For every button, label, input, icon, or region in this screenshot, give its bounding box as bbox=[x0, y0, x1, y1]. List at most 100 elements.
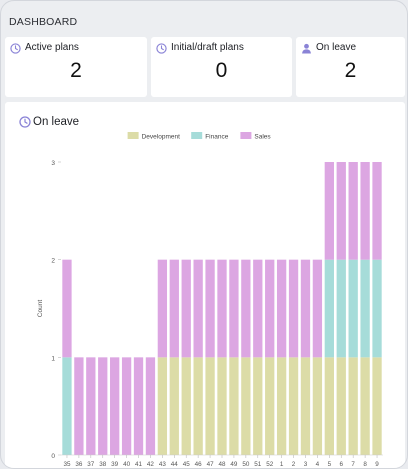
legend-label-development[interactable]: Development bbox=[142, 134, 180, 141]
card-label: Initial/draft plans bbox=[171, 42, 244, 53]
bar-sales-44[interactable] bbox=[169, 259, 179, 358]
on-leave-chart-panel: On leave Development Finance Sales 0 1 2 3 Cou… bbox=[5, 102, 405, 468]
x-tick-label: 39 bbox=[111, 461, 119, 468]
x-tick-label: 40 bbox=[123, 461, 131, 468]
bar-finance-7[interactable] bbox=[348, 259, 358, 358]
bar-sales-42[interactable] bbox=[145, 357, 156, 455]
bar-sales-36[interactable] bbox=[74, 357, 84, 455]
bar-sales-6[interactable] bbox=[336, 162, 346, 260]
legend-label-sales[interactable]: Sales bbox=[254, 134, 271, 141]
x-tick-label: 2 bbox=[292, 461, 296, 468]
bar-sales-45[interactable] bbox=[181, 259, 191, 358]
y-tick-label: 0 bbox=[51, 453, 55, 460]
bar-development-6[interactable] bbox=[336, 357, 346, 455]
bar-sales-2[interactable] bbox=[288, 259, 299, 358]
x-tick-label: 8 bbox=[363, 461, 367, 468]
bar-sales-43[interactable] bbox=[157, 259, 168, 358]
card-initial-draft-plans[interactable]: Initial/draft plans 0 bbox=[151, 37, 292, 97]
bar-sales-38[interactable] bbox=[98, 357, 108, 455]
card-value: 2 bbox=[70, 59, 82, 82]
bar-development-9[interactable] bbox=[372, 357, 382, 455]
bar-sales-8[interactable] bbox=[360, 162, 370, 260]
x-tick-label: 1 bbox=[280, 461, 284, 468]
legend-label-finance[interactable]: Finance bbox=[205, 134, 229, 141]
bar-development-8[interactable] bbox=[360, 357, 370, 455]
x-tick-label: 9 bbox=[375, 461, 379, 468]
bar-development-50[interactable] bbox=[241, 357, 251, 455]
bar-sales-49[interactable] bbox=[229, 259, 239, 358]
bar-finance-9[interactable] bbox=[372, 259, 382, 358]
bar-development-43[interactable] bbox=[157, 357, 168, 455]
bar-development-5[interactable] bbox=[324, 357, 334, 455]
bar-development-45[interactable] bbox=[181, 357, 191, 455]
bar-sales-9[interactable] bbox=[372, 162, 382, 260]
bar-development-7[interactable] bbox=[348, 357, 358, 455]
y-tick-label: 3 bbox=[51, 160, 55, 167]
card-value: 0 bbox=[215, 59, 228, 82]
x-tick-label: 52 bbox=[266, 461, 274, 468]
bar-development-47[interactable] bbox=[205, 357, 215, 455]
x-tick-label: 43 bbox=[159, 461, 167, 468]
bar-sales-7[interactable] bbox=[348, 162, 358, 260]
bar-finance-6[interactable] bbox=[336, 259, 346, 358]
legend-swatch-finance[interactable] bbox=[191, 132, 203, 139]
bar-sales-41[interactable] bbox=[133, 357, 144, 455]
bar-development-52[interactable] bbox=[265, 357, 275, 455]
chart-legend: Development Finance Sales bbox=[127, 132, 271, 141]
x-tick-label: 50 bbox=[242, 461, 250, 468]
legend-swatch-development[interactable] bbox=[127, 132, 139, 139]
x-tick-label: 7 bbox=[351, 461, 355, 468]
clock-icon bbox=[10, 43, 21, 54]
panel-title: On leave bbox=[33, 116, 80, 128]
bar-development-2[interactable] bbox=[288, 357, 299, 455]
bar-sales-40[interactable] bbox=[121, 357, 132, 455]
bar-sales-47[interactable] bbox=[205, 259, 215, 358]
x-tick-label: 37 bbox=[87, 461, 95, 468]
bar-development-44[interactable] bbox=[169, 357, 179, 455]
bar-sales-1[interactable] bbox=[276, 259, 287, 358]
x-tick-label: 4 bbox=[316, 461, 320, 468]
bar-sales-35[interactable] bbox=[62, 259, 72, 358]
bar-development-3[interactable] bbox=[300, 357, 311, 455]
x-tick-label: 36 bbox=[75, 461, 83, 468]
bar-sales-48[interactable] bbox=[217, 259, 227, 358]
card-on-leave[interactable]: On leave 2 bbox=[296, 37, 405, 97]
x-tick-label: 5 bbox=[328, 461, 332, 468]
bar-sales-46[interactable] bbox=[193, 259, 203, 358]
bar-sales-52[interactable] bbox=[265, 259, 275, 358]
bar-sales-4[interactable] bbox=[312, 259, 323, 358]
bar-sales-37[interactable] bbox=[86, 357, 96, 455]
bar-finance-5[interactable] bbox=[324, 259, 334, 358]
chart-bars bbox=[62, 162, 382, 455]
bar-finance-35[interactable] bbox=[62, 357, 72, 455]
clock-icon bbox=[19, 116, 31, 128]
bar-development-48[interactable] bbox=[217, 357, 227, 455]
legend-swatch-sales[interactable] bbox=[240, 132, 252, 139]
bar-sales-5[interactable] bbox=[324, 162, 334, 260]
bar-sales-39[interactable] bbox=[110, 357, 120, 455]
bar-development-49[interactable] bbox=[229, 357, 239, 455]
bar-sales-51[interactable] bbox=[253, 259, 263, 358]
bar-development-46[interactable] bbox=[193, 357, 203, 455]
page-title: DASHBOARD bbox=[9, 16, 78, 28]
x-tick-label: 41 bbox=[135, 461, 143, 468]
x-tick-label: 45 bbox=[183, 461, 191, 468]
x-tick-label: 44 bbox=[171, 461, 179, 468]
card-label: Active plans bbox=[25, 42, 79, 53]
bar-development-51[interactable] bbox=[253, 357, 263, 455]
bar-sales-50[interactable] bbox=[241, 259, 251, 358]
bar-development-1[interactable] bbox=[276, 357, 287, 455]
bar-development-4[interactable] bbox=[312, 357, 323, 455]
bar-finance-8[interactable] bbox=[360, 259, 370, 358]
x-tick-label: 51 bbox=[254, 461, 262, 468]
card-label: On leave bbox=[316, 42, 357, 53]
x-tick-label: 42 bbox=[147, 461, 155, 468]
card-active-plans[interactable]: Active plans 2 bbox=[5, 37, 147, 97]
bar-sales-3[interactable] bbox=[300, 259, 311, 358]
x-tick-label: 3 bbox=[304, 461, 308, 468]
x-tick-label: 6 bbox=[340, 461, 344, 468]
x-tick-label: 49 bbox=[230, 461, 238, 468]
x-tick-label: 38 bbox=[99, 461, 107, 468]
